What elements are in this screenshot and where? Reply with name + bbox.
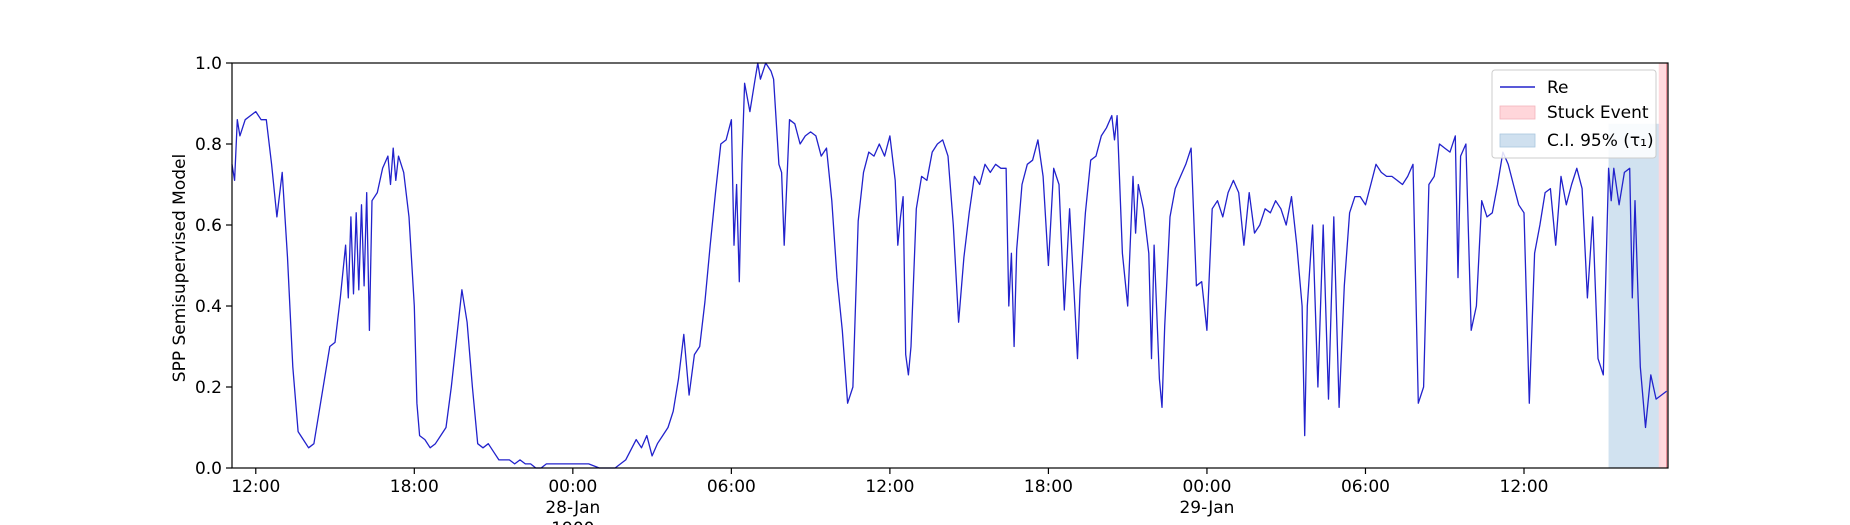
y-tick-label: 0.0 — [195, 459, 222, 479]
legend-label-re: Re — [1547, 78, 1569, 98]
x-tick-label: 00:00 — [548, 477, 597, 497]
x-tick-date-label: 29-Jan — [1179, 498, 1234, 518]
plot-frame — [231, 62, 1669, 469]
confidence-interval-band — [1608, 123, 1662, 468]
shaded-regions — [1608, 63, 1668, 468]
x-tick-label: 18:00 — [1024, 477, 1073, 497]
x-tick-label: 12:00 — [231, 477, 280, 497]
legend-label-confidence-interval: C.I. 95% (τ₁) — [1547, 131, 1654, 151]
series-layer — [231, 62, 1668, 469]
legend-swatch-confidence-interval — [1499, 133, 1536, 148]
y-tick-label: 0.8 — [195, 135, 222, 155]
y-axis-label: SPP Semisupervised Model — [170, 154, 190, 382]
x-tick-date-label: 28-Jan — [545, 498, 600, 518]
y-tick-label: 0.2 — [195, 378, 222, 398]
x-tick-label: 12:00 — [865, 477, 914, 497]
legend-label-stuck-event: Stuck Event — [1547, 103, 1649, 123]
series-line-re — [231, 62, 1668, 469]
y-tick-label: 0.4 — [195, 297, 222, 317]
x-tick-label: 12:00 — [1500, 477, 1549, 497]
y-tick-label: 1.0 — [195, 54, 222, 74]
legend-swatch-stuck-event — [1499, 105, 1536, 120]
x-axis: 12:0018:0000:0028-Jan190006:0012:0018:00… — [231, 468, 1549, 525]
y-tick-label: 0.6 — [195, 216, 222, 236]
y-axis: 0.0 0.2 0.4 0.6 0.8 1.0 — [195, 54, 232, 479]
x-tick-label: 06:00 — [1341, 477, 1390, 497]
x-tick-label: 00:00 — [1182, 477, 1231, 497]
stuck-event-band — [1658, 63, 1667, 468]
x-tick-label: 06:00 — [707, 477, 756, 497]
x-tick-label: 18:00 — [390, 477, 439, 497]
x-tick-year-label: 1900 — [551, 519, 594, 525]
legend: Re Stuck Event C.I. 95% (τ₁) — [1491, 69, 1657, 159]
